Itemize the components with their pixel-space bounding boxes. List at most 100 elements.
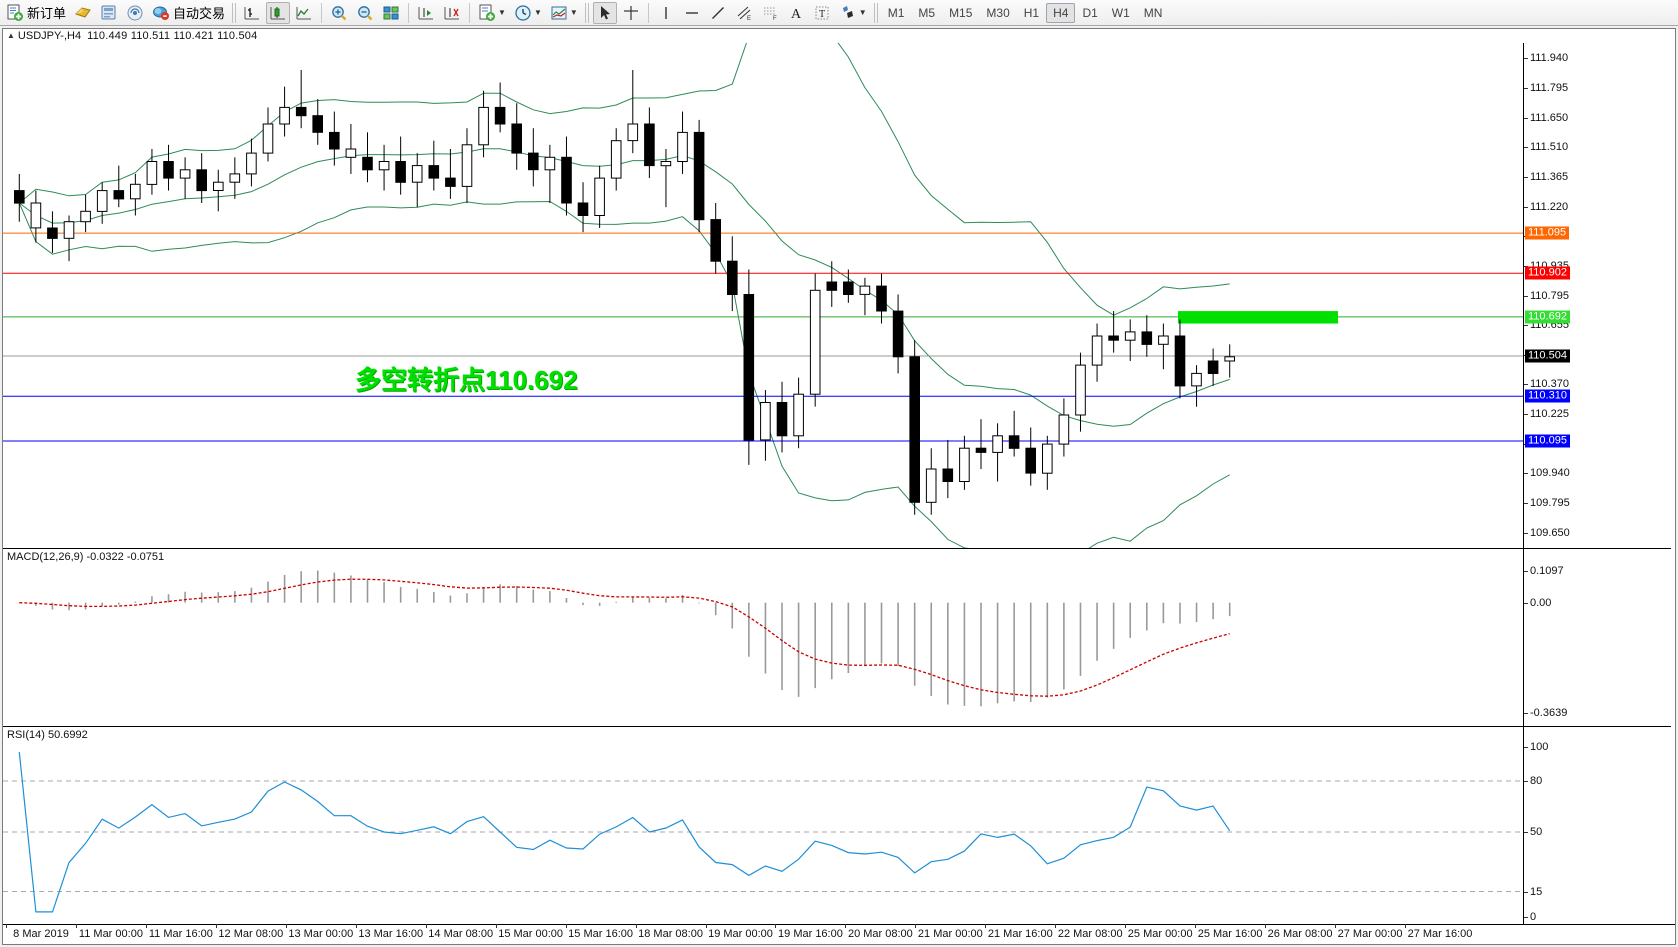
toolbar-grip-3[interactable]	[873, 2, 878, 23]
rsi-tick: 0	[1523, 911, 1537, 923]
time-tick: 25 Mar 16:00	[1197, 928, 1263, 940]
price-marker-label[interactable]: 110.504	[1525, 349, 1570, 363]
timeframe-m5-button[interactable]: M5	[918, 5, 936, 20]
metaeditor-button[interactable]	[97, 2, 121, 24]
shapes-button[interactable]: ▼	[836, 2, 870, 24]
expert-advisors-button[interactable]	[71, 2, 95, 24]
price-marker-label[interactable]: 110.692	[1525, 310, 1570, 324]
price-tick: 110.795	[1524, 289, 1569, 302]
zoom-out-button[interactable]	[353, 2, 377, 24]
chart-ohlc-values: 110.449 110.511 110.421 110.504	[87, 30, 258, 42]
bar-chart-button[interactable]	[240, 2, 264, 24]
cursor-tool-button[interactable]	[592, 1, 617, 24]
crosshair-tool-button[interactable]	[619, 2, 643, 24]
svg-text:A: A	[791, 7, 802, 22]
text-label-button[interactable]: A	[784, 2, 808, 24]
market-button[interactable]: 自动交易	[149, 2, 228, 24]
price-tick: 109.795	[1524, 497, 1570, 510]
timeframe-m30-button[interactable]: M30	[986, 5, 1010, 20]
candlestick-chart-button[interactable]	[266, 1, 291, 24]
timeframe-m15-button[interactable]: M15	[949, 5, 973, 20]
new-order-button[interactable]: 新订单	[3, 2, 69, 24]
rsi-tick: 80	[1523, 775, 1543, 787]
auto-scroll-button[interactable]	[440, 2, 464, 24]
chart-shift-button[interactable]	[414, 2, 438, 24]
timeframe-h4-button[interactable]: H4	[1046, 2, 1076, 23]
time-tick: 13 Mar 16:00	[358, 928, 424, 940]
text-icon: A	[791, 7, 802, 22]
time-tick: 25 Mar 00:00	[1127, 928, 1193, 940]
cursor-icon	[600, 5, 610, 19]
time-tick-mark	[75, 924, 77, 928]
price-pane[interactable]: 多空转折点110.692	[3, 43, 1523, 548]
fibonacci-button[interactable]: F	[758, 2, 782, 24]
time-tick: 15 Mar 16:00	[568, 928, 634, 940]
rsi-axis[interactable]: 100 80 50 15 0	[1523, 726, 1671, 924]
time-tick: 22 Mar 08:00	[1057, 928, 1123, 940]
crosshair-icon	[623, 5, 638, 20]
period-separators-button[interactable]: ▼	[511, 2, 545, 24]
time-tick-mark	[775, 924, 777, 928]
toolbar-grip-1[interactable]	[232, 2, 237, 23]
text-box-button[interactable]: T	[810, 2, 834, 24]
vertical-line-icon	[665, 6, 667, 19]
timeframe-h1-button[interactable]: H1	[1023, 5, 1040, 20]
time-tick-mark	[1265, 924, 1267, 928]
trendline-button[interactable]	[706, 2, 730, 24]
timeframe-d1-button[interactable]: D1	[1082, 5, 1098, 20]
time-axis[interactable]: 8 Mar 2019 11 Mar 00:00 11 Mar 16:00 12 Mar…	[3, 924, 1675, 944]
price-marker-label[interactable]: 110.310	[1525, 389, 1570, 403]
rsi-label: RSI(14) 50.6992	[7, 729, 88, 741]
svg-text:T: T	[819, 9, 825, 20]
time-tick-mark	[425, 924, 427, 928]
chart-annotation-text: 多空转折点110.692	[355, 365, 578, 395]
rsi-chart-svg	[3, 752, 1523, 913]
tile-windows-button[interactable]	[379, 2, 403, 24]
rsi-pane[interactable]: RSI(14) 50.6992	[3, 726, 1523, 924]
new-order-icon	[7, 4, 23, 21]
time-tick: 15 Mar 00:00	[498, 928, 564, 940]
rsi-tick: 100	[1523, 741, 1549, 753]
price-marker-label[interactable]: 110.095	[1525, 434, 1570, 448]
price-tick: 111.940	[1523, 51, 1569, 64]
time-tick-mark	[1405, 924, 1407, 928]
time-tick: 27 Mar 16:00	[1407, 928, 1473, 940]
macd-axis[interactable]: 0.1097 0.00 -0.3639	[1523, 548, 1671, 726]
time-tick: 19 Mar 00:00	[708, 928, 773, 940]
indicators-icon	[551, 6, 567, 19]
expert-advisors-icon	[75, 6, 91, 18]
timeframe-w1-button[interactable]: W1	[1111, 5, 1130, 20]
toolbar-grip-2[interactable]	[584, 2, 589, 23]
templates-button[interactable]: ▼	[475, 2, 509, 24]
price-axis[interactable]: 111.940 111.795 111.650 111.510 111.365 111.2…	[1523, 43, 1671, 548]
price-marker-label[interactable]: 111.095	[1525, 226, 1570, 240]
price-tick: 110.370	[1524, 377, 1569, 390]
zoom-in-button[interactable]	[327, 2, 351, 24]
chevron-down-icon[interactable]: ▼	[533, 8, 542, 17]
metaeditor-icon	[101, 5, 116, 19]
collapse-triangle-icon[interactable]: ▲	[7, 31, 15, 40]
price-tick: 111.220	[1523, 201, 1569, 214]
price-tick: 110.225	[1524, 407, 1569, 420]
price-marker-label[interactable]: 110.902	[1525, 266, 1570, 280]
chevron-down-icon[interactable]: ▼	[569, 8, 578, 17]
indicators-button[interactable]: ▼	[547, 2, 581, 24]
timeframe-mn-button[interactable]: MN	[1143, 5, 1163, 20]
chevron-down-icon[interactable]: ▼	[858, 8, 867, 17]
equidistant-channel-button[interactable]: E	[732, 2, 756, 24]
text-box-icon: T	[815, 6, 829, 20]
vertical-line-button[interactable]	[654, 2, 678, 24]
time-tick: 27 Mar 00:00	[1337, 928, 1403, 940]
macd-tick: -0.3639	[1523, 707, 1568, 719]
template-icon	[479, 4, 496, 21]
new-order-label: 新订单	[27, 6, 67, 21]
clock-icon	[515, 4, 531, 21]
horizontal-line-button[interactable]	[680, 2, 704, 24]
macd-pane[interactable]: MACD(12,26,9) -0.0322 -0.0751	[3, 548, 1523, 726]
time-tick-mark	[985, 924, 987, 928]
chevron-down-icon[interactable]: ▼	[498, 8, 506, 17]
timeframe-m1-button[interactable]: M1	[887, 5, 905, 20]
time-tick: 19 Mar 16:00	[778, 928, 843, 940]
line-chart-button[interactable]	[292, 2, 316, 24]
signals-button[interactable]	[123, 2, 147, 24]
